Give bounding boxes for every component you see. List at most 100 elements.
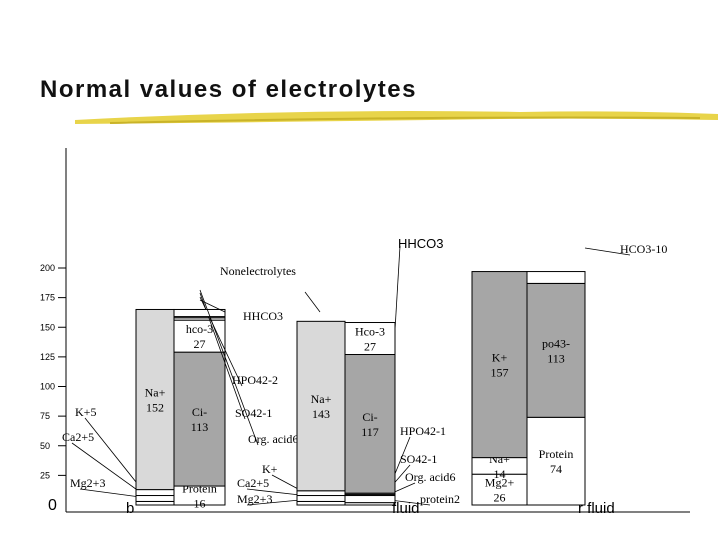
segment-name: SO42- (235, 406, 266, 420)
segment (135, 308, 175, 491)
leader-line (71, 442, 141, 493)
segment-label: Org. acid6 (405, 470, 455, 484)
segment-name: HCO3- (620, 242, 655, 256)
segment-label: Ca2+5 (237, 476, 269, 490)
segment-label: Mg2+3 (237, 492, 272, 506)
segment-value: 143 (312, 407, 330, 421)
segment (526, 416, 586, 506)
segment-value: 14 (494, 467, 506, 481)
segment-value: 26 (494, 491, 506, 505)
segment (296, 490, 346, 497)
y-tick-label: 175 (40, 293, 55, 303)
y-tick-label: 100 (40, 382, 55, 392)
y-tick-label: 25 (40, 470, 50, 480)
segment-name: Hco-3 (355, 325, 385, 339)
segment-value: 74 (550, 462, 562, 476)
y-tick-label: 0 (48, 497, 57, 514)
segment (173, 308, 226, 318)
segment-value: 6 (449, 470, 455, 484)
segment-value: 1 (431, 452, 437, 466)
segment-value: 113 (191, 420, 209, 434)
segment (173, 319, 226, 353)
segment (135, 489, 175, 497)
leader-line (79, 488, 141, 498)
segment-name: K+ (492, 351, 508, 365)
y-tick-label: 125 (40, 352, 55, 362)
segment-name: Org. acid (405, 470, 449, 484)
segment-value: 5 (90, 405, 96, 419)
leader-line (389, 499, 431, 506)
segment (296, 500, 346, 506)
segment-label: Mg2+3 (70, 476, 105, 490)
segment-value: 10 (655, 242, 667, 256)
segment-value: 157 (491, 366, 509, 380)
segment-name: Mg2+ (485, 476, 515, 490)
segment (135, 500, 175, 506)
segment-value: 2 (272, 373, 278, 387)
segment (344, 495, 396, 504)
segment-value: 5 (263, 476, 269, 490)
segment (135, 495, 175, 502)
segment-label: SO42-1 (400, 452, 437, 466)
leader-line (394, 245, 401, 331)
group-label: fluid (392, 500, 420, 517)
y-tick-label: 200 (40, 263, 55, 273)
segment-name: po43- (542, 336, 570, 350)
segment-name: Ci- (362, 410, 377, 424)
segment (296, 495, 346, 502)
segment-label: HPO42-2 (232, 373, 278, 387)
leader-line (304, 291, 321, 313)
segment-name: Protein (539, 447, 574, 461)
title-underline-stroke (109, 116, 701, 124)
annotation: Nonelectrolytes (220, 264, 296, 278)
y-tick-label: 150 (40, 322, 55, 332)
segment-label: K+5 (75, 405, 96, 419)
annotation: HHCO3 (243, 309, 283, 323)
segment (173, 351, 226, 487)
segment (471, 473, 528, 506)
segment-name: Na+ (311, 392, 332, 406)
leader-line (84, 417, 141, 488)
segment-name: K+ (75, 405, 91, 419)
group-label: b (126, 500, 134, 517)
segment-value: 27 (194, 337, 206, 351)
segment (344, 354, 396, 494)
segment-label: Ca2+5 (62, 430, 94, 444)
leader-line (246, 488, 301, 496)
segment-name: HPO42- (232, 373, 272, 387)
segment-name: hco-3 (186, 322, 213, 336)
group-label: r fluid (578, 500, 615, 517)
segment (296, 320, 346, 492)
segment-name: Na+ (145, 386, 166, 400)
segment-label: SO42-1 (235, 406, 272, 420)
segment-name: SO42- (400, 452, 431, 466)
segment-value: 1 (266, 406, 272, 420)
segment-name: Mg2+ (237, 492, 267, 506)
segment-name: K+ (262, 462, 278, 476)
segment-label: Org. acid6 (248, 432, 298, 446)
leader-line (199, 299, 226, 313)
segment-label: K+ (262, 462, 278, 476)
y-tick-label: 50 (40, 441, 50, 451)
segment-label: HPO42-1 (400, 424, 446, 438)
segment-value: 113 (547, 351, 565, 365)
segment-name: protein (420, 492, 454, 506)
segment-label: HCO3-10 (620, 242, 667, 256)
segment (344, 322, 396, 356)
leader-line (584, 247, 631, 256)
segment-name: HPO42- (400, 424, 440, 438)
segment-value: 2 (454, 492, 460, 506)
leader-line (271, 474, 301, 491)
segment-name: Ca2+ (237, 476, 263, 490)
segment-name: Mg2+ (70, 476, 100, 490)
segment-value: 117 (361, 425, 379, 439)
annotation: HHCO3 (398, 236, 444, 251)
segment-value: 16 (194, 497, 206, 511)
leader-line (199, 289, 259, 446)
segment-value: 5 (88, 430, 94, 444)
slide-title: Normal values of electrolytes (40, 76, 417, 103)
segment-value: 27 (364, 340, 376, 354)
segment-value: 152 (146, 401, 164, 415)
segment-value: 1 (440, 424, 446, 438)
